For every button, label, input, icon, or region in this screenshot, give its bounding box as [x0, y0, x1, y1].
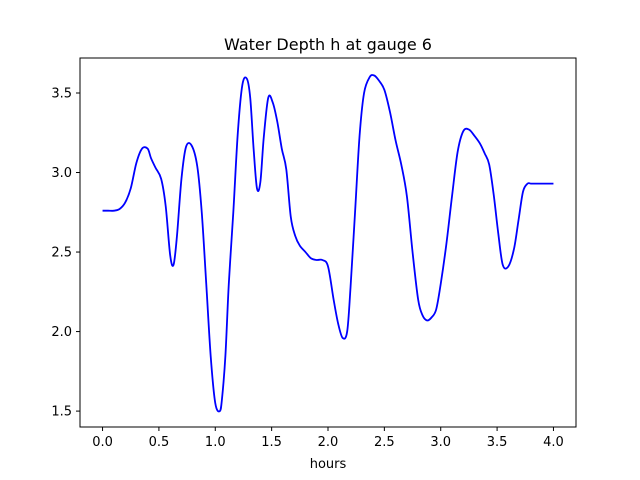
x-axis-ticks: 0.0 0.5 1.0 1.5 2.0 2.5 3.0 3.5 4.0 [92, 427, 564, 450]
y-axis-ticks: 1.5 2.0 2.5 3.0 3.5 [51, 86, 80, 420]
y-tick-label: 2.0 [51, 325, 72, 340]
y-tick-label: 3.5 [51, 86, 72, 101]
y-tick-label: 3.0 [51, 166, 72, 181]
x-tick-label: 1.5 [261, 435, 282, 450]
series-layer [102, 74, 554, 413]
x-tick-label: 3.5 [487, 435, 508, 450]
x-tick-label: 0.0 [92, 435, 113, 450]
plot-frame [79, 57, 577, 428]
x-tick-label: 0.5 [149, 435, 170, 450]
series-line [102, 74, 554, 413]
x-tick-label: 1.0 [205, 435, 226, 450]
x-tick-label: 2.0 [318, 435, 339, 450]
x-tick-label: 3.0 [430, 435, 451, 450]
chart-title: Water Depth h at gauge 6 [224, 35, 432, 54]
x-tick-label: 4.0 [543, 435, 564, 450]
y-tick-label: 2.5 [51, 246, 72, 261]
y-tick-label: 1.5 [51, 405, 72, 420]
x-axis-label: hours [310, 457, 347, 472]
x-tick-label: 2.5 [374, 435, 395, 450]
